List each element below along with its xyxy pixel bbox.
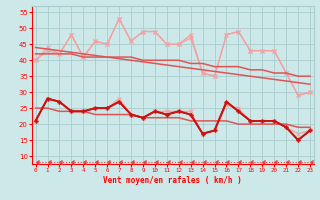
X-axis label: Vent moyen/en rafales ( km/h ): Vent moyen/en rafales ( km/h ) xyxy=(103,176,242,185)
